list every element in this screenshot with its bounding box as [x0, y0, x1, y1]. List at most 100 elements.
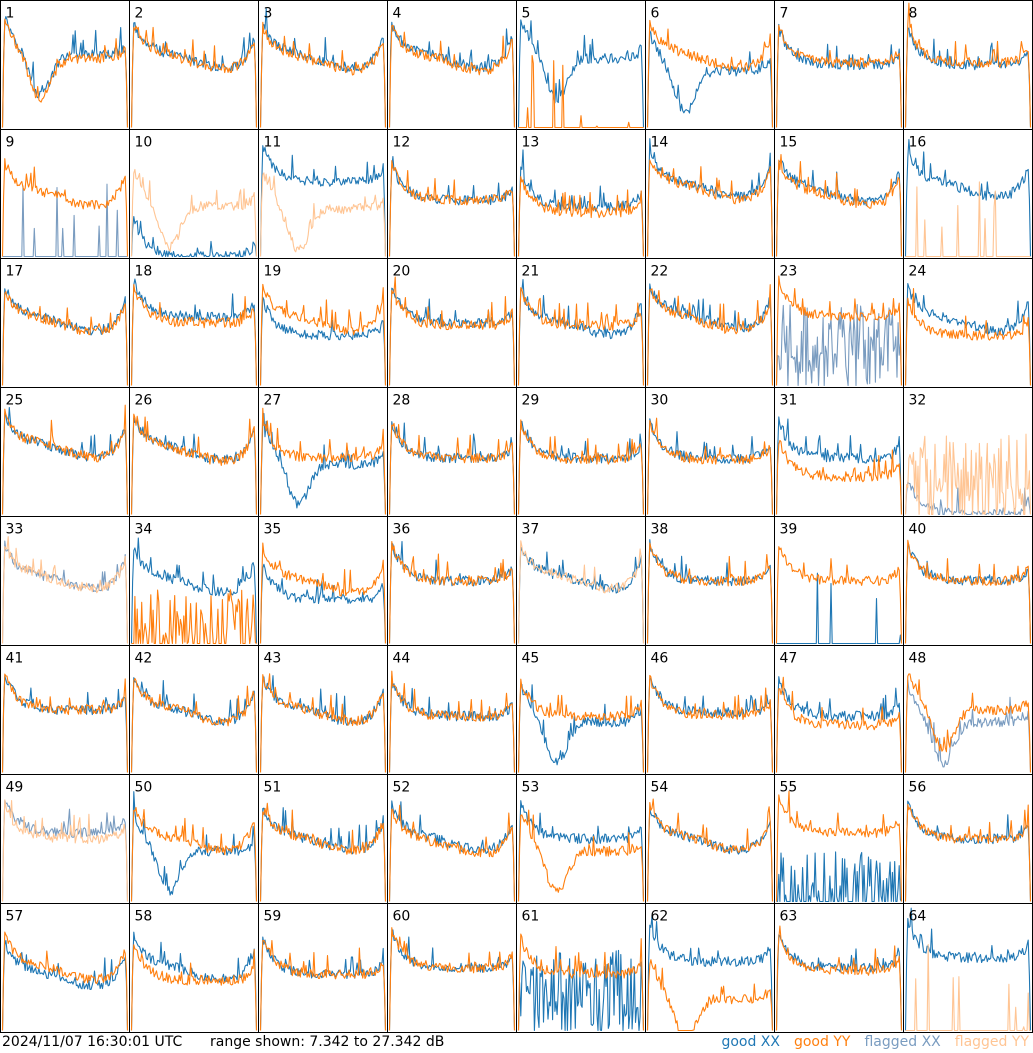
tile-frame [129, 129, 259, 259]
series-xx [130, 22, 258, 128]
tile-label: 8 [909, 6, 918, 22]
series-yy [259, 939, 387, 1031]
tile-28: 28 [387, 387, 517, 517]
tile-label: 40 [909, 522, 927, 538]
series-xx [646, 283, 774, 386]
tile-55: 55 [774, 774, 904, 904]
series-xx [904, 907, 1032, 1031]
series-xx [517, 949, 645, 1032]
tile-2: 2 [129, 0, 259, 130]
tile-label: 64 [909, 909, 927, 925]
tile-label: 4 [393, 6, 402, 22]
series-xx [646, 677, 774, 773]
tile-61: 61 [516, 903, 646, 1033]
tile-label: 62 [651, 909, 669, 925]
tile-25: 25 [0, 387, 130, 517]
tile-label: 6 [651, 6, 660, 22]
series-xx [1, 15, 129, 128]
tile-label: 29 [522, 393, 540, 409]
tile-frame [258, 258, 388, 388]
tile-4: 4 [387, 0, 517, 130]
series-yy [1, 18, 129, 128]
series-xx [517, 19, 645, 128]
series-xx [904, 282, 1032, 386]
series-xx [904, 481, 1032, 516]
tile-label: 19 [264, 264, 282, 280]
series-yy [388, 276, 516, 386]
tile-45: 45 [516, 645, 646, 775]
tile-14: 14 [645, 129, 775, 259]
tile-label: 59 [264, 909, 282, 925]
series-yy [130, 806, 258, 902]
tile-label: 61 [522, 909, 540, 925]
tile-label: 16 [909, 135, 927, 151]
tile-54: 54 [645, 774, 775, 904]
series-yy [388, 927, 516, 1031]
series-xx [776, 851, 902, 903]
tile-frame [0, 903, 130, 1033]
series-yy [775, 275, 903, 386]
tile-label: 13 [522, 135, 540, 151]
series-yy [646, 159, 774, 257]
series-yy [904, 433, 1032, 516]
series-xx [775, 23, 903, 128]
tile-label: 1 [6, 6, 15, 22]
tile-63: 63 [774, 903, 904, 1033]
series-xx [388, 800, 516, 902]
tile-label: 63 [780, 909, 798, 925]
tile-31: 31 [774, 387, 904, 517]
tile-frame [774, 0, 904, 130]
tile-46: 46 [645, 645, 775, 775]
tile-label: 39 [780, 522, 798, 538]
series-yy [1, 404, 129, 515]
tile-12: 12 [387, 129, 517, 259]
tile-29: 29 [516, 387, 646, 517]
tile-37: 37 [516, 516, 646, 646]
series-xx [130, 537, 258, 644]
series-yy [775, 546, 903, 644]
tile-label: 5 [522, 6, 531, 22]
series-xx [775, 676, 903, 773]
tile-label: 34 [135, 522, 153, 538]
tile-label: 3 [264, 6, 273, 22]
footer: 2024/11/07 16:30:01 UTC range shown: 7.3… [0, 1033, 1033, 1053]
tile-label: 48 [909, 651, 927, 667]
series-yy [259, 542, 387, 644]
series-xx [388, 156, 516, 257]
tile-56: 56 [903, 774, 1033, 904]
tile-label: 7 [780, 6, 789, 22]
series-xx [1, 288, 129, 386]
tile-label: 37 [522, 522, 540, 538]
tile-label: 23 [780, 264, 798, 280]
tile-24: 24 [903, 258, 1033, 388]
series-yy [905, 181, 1031, 258]
legend-good-xx: good XX [721, 1034, 780, 1050]
series-xx [259, 145, 387, 257]
tile-label: 45 [522, 651, 540, 667]
series-xx [646, 30, 774, 128]
tile-10: 10 [129, 129, 259, 259]
tile-label: 11 [264, 135, 282, 151]
series-yy [130, 944, 258, 1031]
tile-label: 9 [6, 135, 15, 151]
tile-label: 22 [651, 264, 669, 280]
series-xx [904, 679, 1032, 773]
tile-frame [903, 903, 1033, 1033]
series-yy [904, 804, 1032, 902]
tile-label: 38 [651, 522, 669, 538]
series-yy [259, 673, 387, 773]
series-yy [1, 536, 129, 644]
series-yy [646, 284, 774, 386]
series-yy [1, 291, 129, 386]
series-yy [388, 540, 516, 644]
tile-33: 33 [0, 516, 130, 646]
tile-53: 53 [516, 774, 646, 904]
series-yy [517, 176, 645, 257]
series-yy [518, 54, 644, 129]
tile-39: 39 [774, 516, 904, 646]
series-yy [1, 931, 129, 1031]
tile-3: 3 [258, 0, 388, 130]
tile-frame [645, 903, 775, 1033]
tile-49: 49 [0, 774, 130, 904]
series-yy [905, 944, 1031, 1032]
